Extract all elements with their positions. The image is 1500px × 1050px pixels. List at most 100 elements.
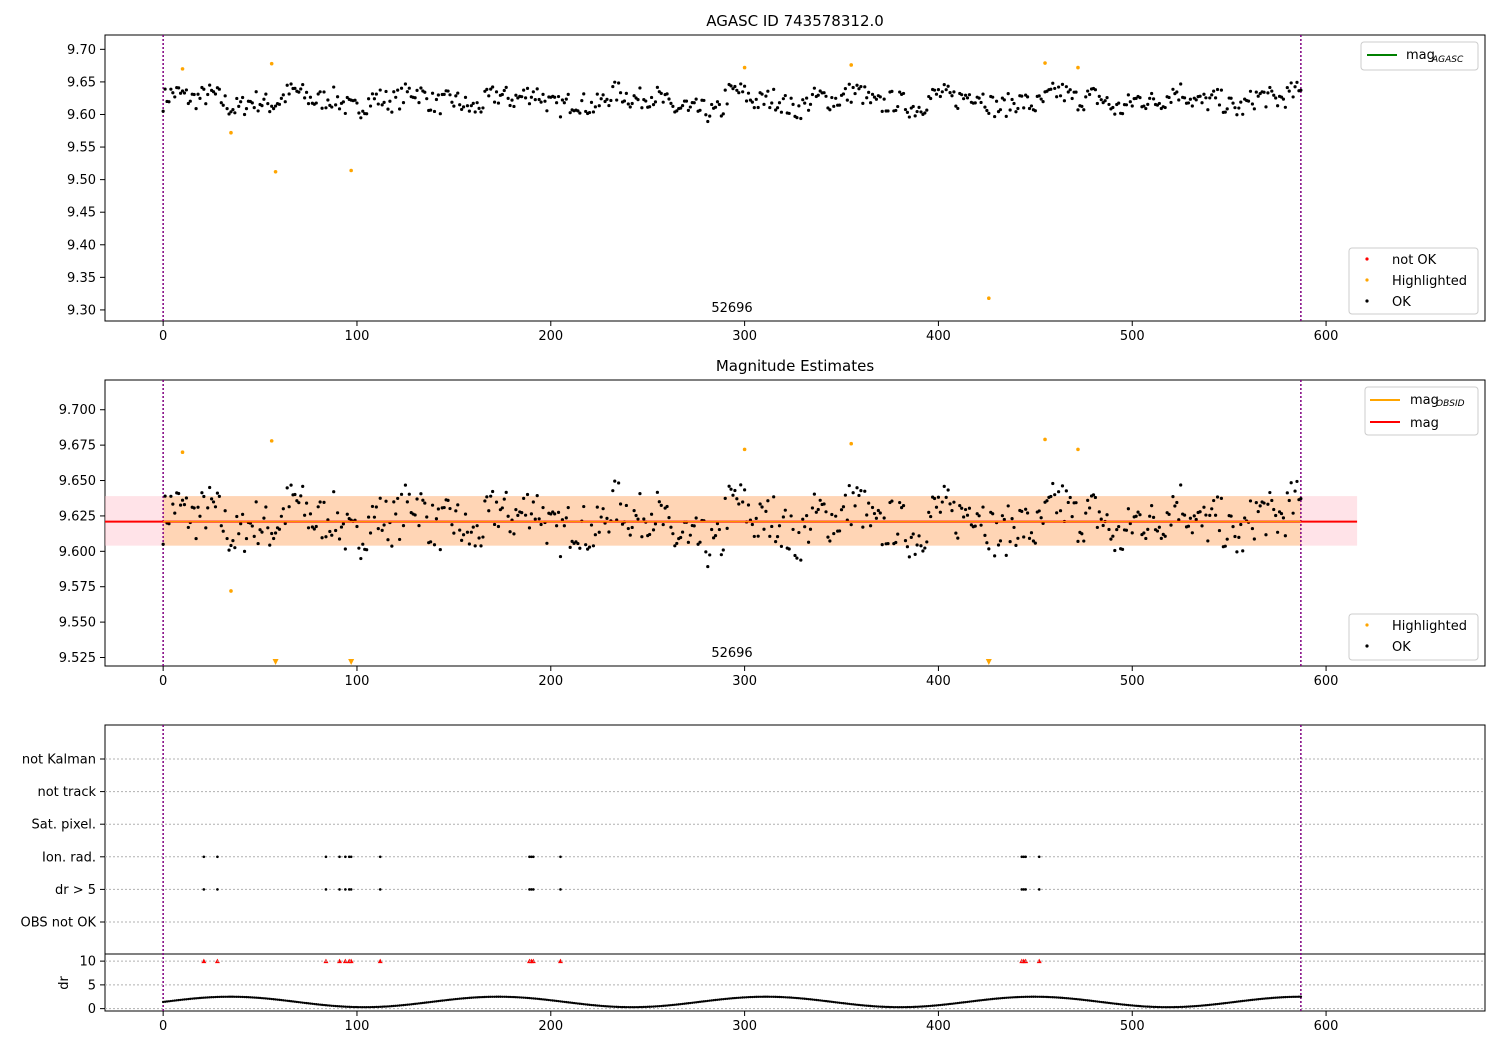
ok-point [921,549,925,553]
dr-point [439,999,442,1003]
ok-point [756,105,760,110]
ok-point [1235,113,1239,117]
ok-point [797,104,801,108]
ok-point [909,535,913,539]
ok-point [898,500,902,505]
dr-point [1022,995,1025,999]
ok-point [192,92,196,97]
ok-point [636,98,640,102]
ok-point [304,90,309,94]
ok-point [1295,479,1299,484]
ok-point [1126,93,1130,97]
ok-point [279,96,283,100]
ok-point [752,534,756,539]
ok-point [710,102,714,107]
ok-point [1283,105,1287,109]
dr-point [710,999,713,1002]
ok-point [491,489,495,494]
ok-point [828,108,832,112]
ok-point [789,514,793,518]
ok-point [1091,493,1096,497]
ok-point [890,499,894,503]
ok-point [965,513,970,517]
ok-point [1033,109,1037,113]
ok-point [357,111,361,115]
ok-point [996,543,1001,547]
dr-point [266,997,270,1000]
dr-point [782,995,785,999]
ok-point [803,525,807,529]
ok-point [1243,516,1247,520]
ok-point [1113,548,1117,553]
ok-point [1151,515,1156,519]
dr-point [1202,1004,1206,1007]
ok-point [1206,108,1210,112]
dr-point [859,1003,863,1007]
ok-point [940,500,944,504]
dr-point [1061,996,1064,1000]
dr-point [239,995,242,999]
ok-point [1171,87,1175,91]
ok-point [948,502,952,506]
ok-point [1053,86,1057,91]
dr-point [1173,1005,1177,1009]
ok-point [529,512,534,516]
ok-point [467,109,471,113]
ok-point [264,505,268,509]
dr-point [1136,1004,1140,1008]
ok-point [653,100,658,104]
ok-point [1068,495,1072,500]
dr-point [198,996,202,1000]
ok-point [545,109,549,113]
dr-point [850,1002,853,1006]
ok-point [1270,89,1274,93]
dr-point [328,1004,332,1007]
ok-point [797,530,801,535]
ok-point [704,113,708,117]
dr-point [375,1005,378,1009]
dr-point [1239,1000,1242,1003]
ok-point [217,494,221,498]
ok-point [1150,504,1154,508]
ok-point [630,525,634,530]
dr-point [468,996,471,1000]
ok-point [514,508,518,512]
dr-point [805,997,808,1001]
ok-point [731,87,735,91]
ok-point [1212,89,1216,93]
ok-point [231,539,235,543]
ok-point [859,84,863,89]
dr-point [303,1001,306,1005]
ok-point [605,516,609,520]
dr-point [1200,1004,1204,1007]
dr-point [485,995,489,999]
ok-point [270,104,274,108]
dr-point [520,996,523,999]
ok-point [318,90,322,94]
dr-point [163,1000,167,1003]
ok-point [694,97,698,101]
flag-event-point [347,855,351,859]
dr-point [652,1005,655,1008]
ok-point [795,116,799,120]
ok-point [1120,547,1125,551]
ok-point [651,528,656,532]
dr-point [280,998,283,1002]
dr-point [832,1000,835,1004]
dr-point [396,1004,399,1007]
ok-point [878,95,882,99]
ok-point [392,500,396,504]
ok-point [1229,96,1233,100]
dr-point [355,1005,359,1009]
ok-point [940,90,944,94]
ok-point [586,547,590,551]
ok-point [268,110,272,114]
ok-point [1171,494,1175,499]
ok-point [680,104,685,108]
dr-point [1074,997,1078,1001]
ok-point [963,93,968,97]
ok-point [1128,521,1132,526]
dr-point [687,1002,690,1005]
ok-point [469,530,473,534]
dr-clipped-marker [377,958,383,964]
